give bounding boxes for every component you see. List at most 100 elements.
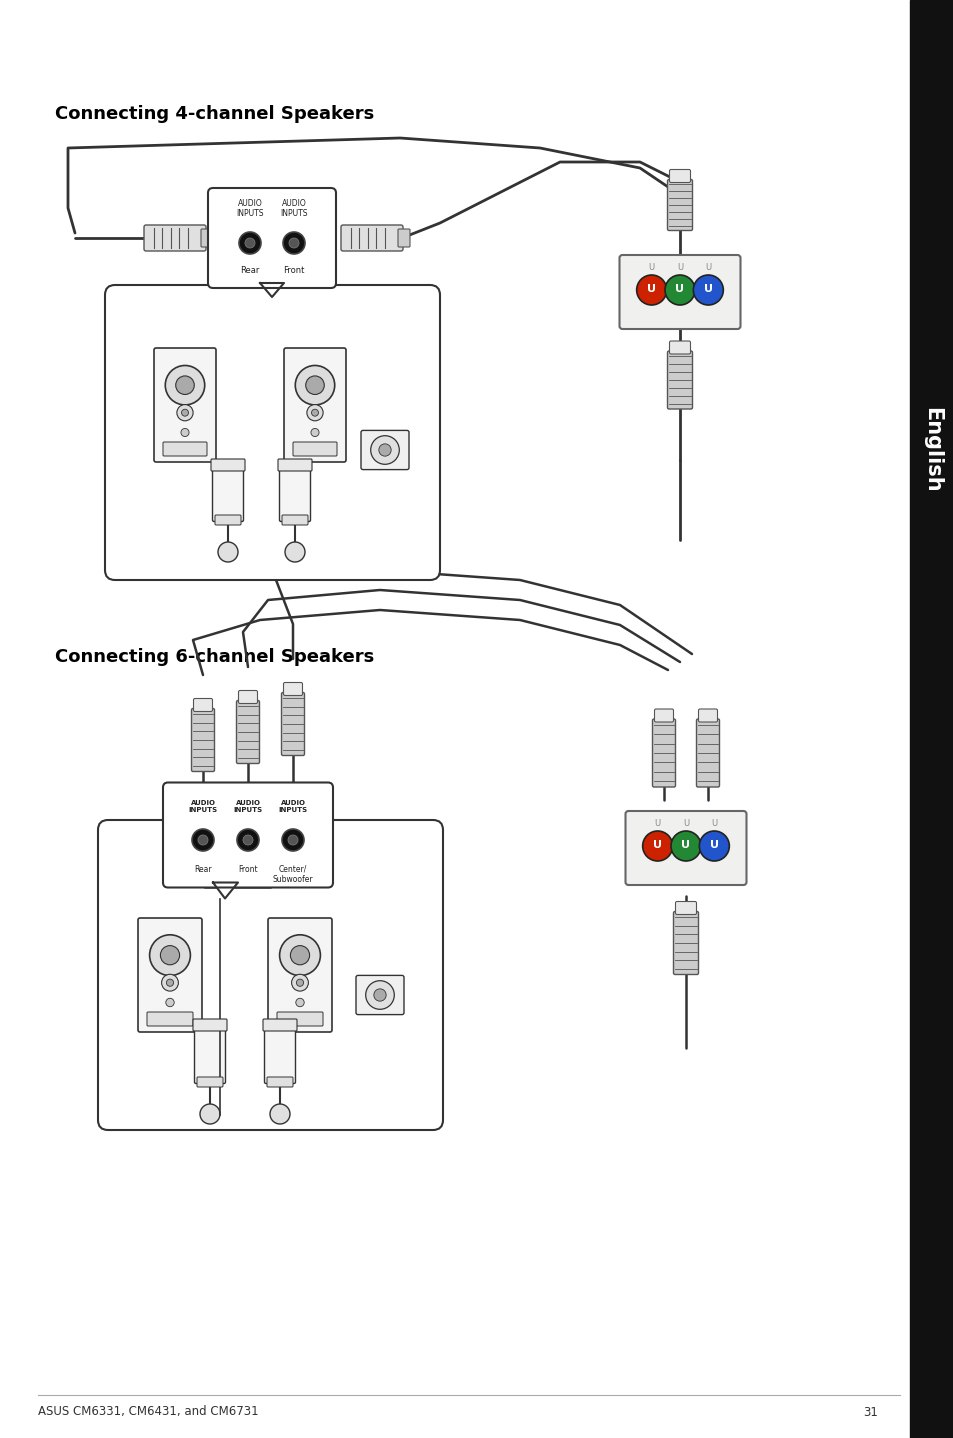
Circle shape [374, 989, 386, 1001]
FancyBboxPatch shape [360, 430, 409, 470]
FancyBboxPatch shape [669, 170, 690, 183]
Circle shape [245, 239, 254, 247]
FancyBboxPatch shape [263, 1020, 296, 1031]
Circle shape [218, 542, 237, 562]
Circle shape [371, 436, 399, 464]
Circle shape [161, 975, 178, 991]
Circle shape [282, 828, 304, 851]
Text: U: U [682, 820, 688, 828]
Circle shape [305, 375, 324, 394]
FancyBboxPatch shape [654, 709, 673, 722]
FancyBboxPatch shape [211, 459, 245, 472]
Circle shape [160, 946, 179, 965]
FancyBboxPatch shape [163, 782, 333, 887]
Text: AUDIO
INPUTS: AUDIO INPUTS [280, 198, 308, 219]
FancyBboxPatch shape [397, 229, 410, 247]
Circle shape [192, 828, 213, 851]
Text: Connecting 4-channel Speakers: Connecting 4-channel Speakers [55, 105, 374, 124]
FancyBboxPatch shape [144, 224, 206, 252]
Text: U: U [646, 283, 656, 293]
Circle shape [239, 232, 261, 255]
Text: Front: Front [238, 866, 257, 874]
Text: U: U [648, 263, 654, 272]
Circle shape [175, 375, 194, 394]
Text: U: U [711, 820, 717, 828]
FancyBboxPatch shape [201, 229, 213, 247]
Circle shape [270, 1104, 290, 1125]
Text: Connecting 6-channel Speakers: Connecting 6-channel Speakers [55, 649, 374, 666]
FancyBboxPatch shape [193, 699, 213, 712]
Text: English: English [921, 407, 941, 493]
Text: AUDIO
INPUTS: AUDIO INPUTS [233, 800, 262, 812]
FancyBboxPatch shape [238, 690, 257, 703]
Circle shape [198, 835, 208, 846]
FancyBboxPatch shape [98, 820, 442, 1130]
FancyBboxPatch shape [355, 975, 403, 1015]
Circle shape [236, 828, 258, 851]
FancyBboxPatch shape [163, 441, 207, 456]
Circle shape [295, 998, 304, 1007]
Text: ASUS CM6331, CM6431, and CM6731: ASUS CM6331, CM6431, and CM6731 [38, 1405, 258, 1418]
FancyBboxPatch shape [277, 459, 312, 472]
Text: AUDIO
INPUTS: AUDIO INPUTS [278, 800, 307, 812]
Circle shape [243, 835, 253, 846]
Circle shape [307, 404, 323, 421]
FancyBboxPatch shape [147, 1012, 193, 1025]
FancyBboxPatch shape [667, 180, 692, 230]
Circle shape [288, 835, 297, 846]
FancyBboxPatch shape [279, 460, 310, 522]
Text: Front: Front [283, 266, 304, 275]
FancyBboxPatch shape [652, 719, 675, 787]
FancyBboxPatch shape [196, 1077, 223, 1087]
Text: U: U [704, 263, 711, 272]
FancyBboxPatch shape [667, 351, 692, 408]
Circle shape [176, 404, 193, 421]
Text: U: U [675, 283, 684, 293]
FancyBboxPatch shape [698, 709, 717, 722]
Circle shape [200, 1104, 220, 1125]
FancyBboxPatch shape [282, 515, 308, 525]
Text: U: U [677, 263, 682, 272]
Circle shape [312, 410, 318, 416]
Text: Rear: Rear [194, 866, 212, 874]
Circle shape [664, 275, 695, 305]
FancyBboxPatch shape [340, 224, 402, 252]
Circle shape [166, 998, 174, 1007]
Text: 31: 31 [862, 1405, 877, 1418]
Circle shape [166, 979, 173, 986]
FancyBboxPatch shape [293, 441, 336, 456]
Text: Rear: Rear [240, 266, 259, 275]
Circle shape [285, 542, 305, 562]
Text: Center/
Subwoofer: Center/ Subwoofer [273, 866, 313, 884]
FancyBboxPatch shape [696, 719, 719, 787]
Circle shape [699, 831, 729, 861]
FancyBboxPatch shape [283, 683, 302, 696]
Polygon shape [213, 883, 237, 899]
Text: U: U [653, 840, 661, 850]
FancyBboxPatch shape [284, 348, 346, 462]
Circle shape [693, 275, 722, 305]
Circle shape [311, 429, 318, 437]
Circle shape [165, 365, 205, 406]
FancyBboxPatch shape [673, 912, 698, 975]
FancyBboxPatch shape [267, 1077, 293, 1087]
FancyBboxPatch shape [153, 348, 215, 462]
FancyBboxPatch shape [138, 917, 202, 1032]
FancyBboxPatch shape [203, 861, 273, 889]
Circle shape [250, 867, 266, 883]
Bar [909, 0, 953, 1438]
FancyBboxPatch shape [625, 811, 745, 884]
FancyBboxPatch shape [193, 1020, 227, 1031]
Circle shape [279, 935, 320, 975]
Circle shape [378, 444, 391, 456]
FancyBboxPatch shape [618, 255, 740, 329]
Text: U: U [703, 283, 712, 293]
FancyBboxPatch shape [281, 693, 304, 755]
Circle shape [289, 239, 298, 247]
Circle shape [296, 979, 303, 986]
Circle shape [290, 946, 310, 965]
FancyBboxPatch shape [213, 460, 243, 522]
Circle shape [295, 365, 335, 406]
Circle shape [283, 232, 305, 255]
Circle shape [210, 867, 226, 883]
